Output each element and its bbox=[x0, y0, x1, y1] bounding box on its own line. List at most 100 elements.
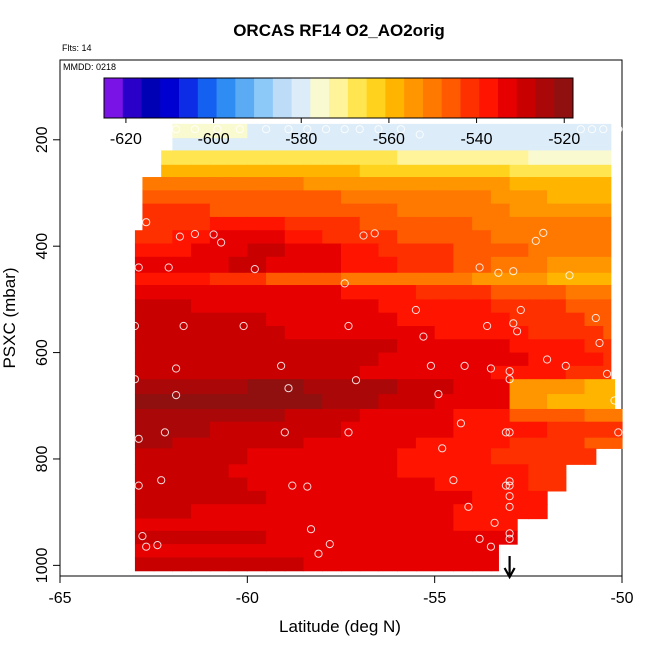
heatmap-cell bbox=[341, 177, 361, 191]
heatmap-cell bbox=[415, 312, 436, 327]
heatmap-cell bbox=[472, 177, 492, 191]
heatmap-cell bbox=[378, 190, 398, 205]
heatmap-cell bbox=[472, 544, 492, 558]
heatmap-cell bbox=[266, 557, 286, 572]
heatmap-cell bbox=[453, 365, 473, 380]
heatmap-cell bbox=[528, 203, 548, 218]
heatmap-cell bbox=[603, 243, 612, 258]
heatmap-cell bbox=[528, 285, 548, 300]
heatmap-cell bbox=[434, 150, 454, 166]
heatmap-cell bbox=[453, 190, 473, 205]
heatmap-cell bbox=[490, 339, 511, 354]
colorbar-tick-label: -520 bbox=[548, 131, 580, 148]
heatmap-cell bbox=[322, 477, 342, 492]
heatmap-cell bbox=[303, 477, 323, 492]
heatmap-cell bbox=[547, 230, 567, 245]
heatmap-cell bbox=[359, 230, 380, 245]
colorbar-swatch bbox=[366, 78, 386, 118]
colorbar-swatch bbox=[441, 78, 461, 118]
colorbar-swatch bbox=[535, 78, 555, 118]
heatmap-cell bbox=[565, 256, 586, 274]
heatmap-cell bbox=[415, 490, 436, 505]
heatmap-cell bbox=[284, 408, 305, 423]
heatmap-cell bbox=[453, 150, 473, 166]
heatmap-cell bbox=[266, 504, 286, 520]
heatmap-cell bbox=[134, 299, 155, 314]
heatmap-cell bbox=[453, 477, 473, 492]
heatmap-cell bbox=[247, 530, 267, 545]
heatmap-cell bbox=[172, 285, 192, 300]
heatmap-cell bbox=[434, 256, 454, 274]
heatmap-cell bbox=[247, 312, 267, 327]
heatmap-cell bbox=[453, 285, 473, 300]
observation-point bbox=[262, 125, 271, 134]
heatmap-cell bbox=[415, 504, 436, 520]
heatmap-cell bbox=[303, 365, 323, 380]
heatmap-cell bbox=[453, 518, 473, 532]
heatmap-cell bbox=[341, 230, 361, 245]
heatmap-cell bbox=[472, 518, 492, 532]
heatmap-cell bbox=[453, 325, 473, 340]
heatmap-cell bbox=[247, 421, 267, 439]
heatmap-cell bbox=[415, 123, 436, 139]
heatmap-cell bbox=[472, 243, 492, 258]
heatmap-cell bbox=[341, 530, 361, 545]
heatmap-cell bbox=[528, 365, 548, 380]
heatmap-cell bbox=[359, 504, 380, 520]
heatmap-cell bbox=[284, 325, 305, 340]
heatmap-cell bbox=[509, 190, 529, 205]
observation-point bbox=[277, 361, 286, 370]
heatmap-cell bbox=[415, 190, 436, 205]
heatmap-cell bbox=[153, 177, 173, 191]
heatmap-cell bbox=[397, 448, 417, 465]
heatmap-cell bbox=[378, 299, 398, 314]
heatmap-cell bbox=[303, 448, 323, 465]
observation-point bbox=[509, 267, 518, 276]
heatmap-cell bbox=[509, 138, 529, 152]
heatmap-cell bbox=[191, 138, 211, 152]
observation-point bbox=[314, 549, 323, 558]
observation-point bbox=[602, 369, 612, 378]
heatmap-cell bbox=[247, 164, 267, 178]
heatmap-cell bbox=[266, 256, 286, 274]
heatmap-cell bbox=[153, 394, 173, 410]
heatmap-cell bbox=[378, 352, 398, 367]
heatmap-cell bbox=[472, 477, 492, 492]
colorbar-swatch bbox=[254, 78, 274, 118]
heatmap-cell bbox=[134, 339, 155, 354]
heatmap-cell bbox=[172, 557, 192, 572]
heatmap-cell bbox=[547, 216, 567, 231]
heatmap-cell bbox=[547, 408, 567, 423]
heatmap-cell bbox=[547, 437, 567, 449]
heatmap-cell bbox=[322, 339, 342, 354]
heatmap-cell bbox=[490, 437, 511, 449]
heatmap-cell bbox=[341, 123, 361, 139]
x-tick-label: -50 bbox=[610, 590, 633, 607]
heatmap-cell bbox=[209, 256, 230, 274]
heatmap-cell bbox=[191, 123, 211, 139]
x-tick-label: -60 bbox=[236, 590, 259, 607]
observation-point bbox=[494, 268, 503, 277]
heatmap-cell bbox=[228, 379, 248, 395]
heatmap-cell bbox=[528, 490, 548, 505]
heatmap-cell bbox=[378, 216, 398, 231]
heatmap-cell bbox=[472, 352, 492, 367]
heatmap-cell bbox=[322, 216, 342, 231]
heatmap-cell bbox=[284, 557, 305, 572]
heatmap-cell bbox=[434, 325, 454, 340]
heatmap-cell bbox=[322, 518, 342, 532]
observation-point bbox=[303, 482, 312, 491]
heatmap-cell bbox=[322, 138, 342, 152]
heatmap-cell bbox=[378, 379, 398, 395]
heatmap-cell bbox=[584, 177, 604, 191]
observation-point bbox=[505, 492, 514, 501]
heatmap-cell bbox=[378, 230, 398, 245]
heatmap-cell bbox=[247, 285, 267, 300]
heatmap-cell bbox=[453, 544, 473, 558]
heatmap-cell bbox=[266, 243, 286, 258]
heatmap-cell bbox=[153, 230, 173, 245]
heatmap-cell bbox=[153, 365, 173, 380]
heatmap-cell bbox=[397, 312, 417, 327]
heatmap-cell bbox=[134, 352, 155, 367]
heatmap-cell bbox=[434, 365, 454, 380]
